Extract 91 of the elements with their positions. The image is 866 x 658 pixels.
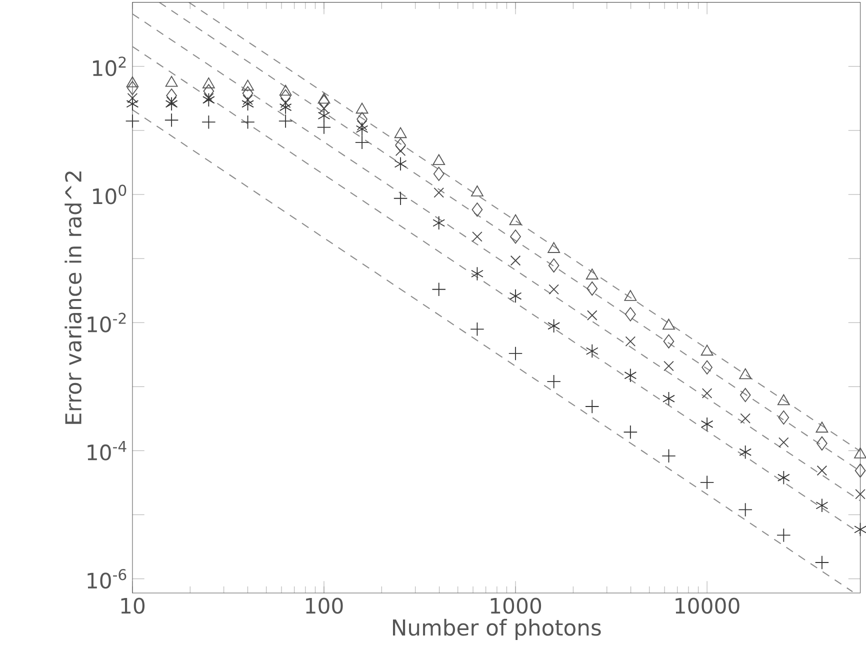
point [164, 113, 179, 128]
point [471, 266, 484, 281]
point [471, 186, 484, 197]
point [354, 136, 370, 150]
point [165, 96, 178, 112]
point [624, 368, 637, 383]
point [509, 289, 522, 304]
point [356, 122, 368, 136]
point [393, 191, 408, 206]
point [470, 322, 484, 336]
point [855, 489, 866, 500]
x-tick-label: 10000 [676, 598, 740, 614]
y-tick-label: 10$^{0}$ [93, 184, 126, 204]
point [854, 522, 866, 537]
y-tick-label: 10$^{-6}$ [88, 569, 126, 589]
point [126, 96, 139, 112]
point [814, 556, 830, 570]
point [316, 120, 332, 135]
point [548, 284, 559, 295]
point [816, 436, 828, 451]
point [776, 528, 791, 542]
point [434, 188, 444, 198]
point [700, 476, 714, 490]
point [702, 360, 712, 375]
point [586, 344, 598, 358]
point [778, 437, 789, 448]
point [586, 282, 598, 296]
point [548, 258, 560, 273]
point [816, 498, 828, 513]
point [318, 94, 330, 110]
point [854, 464, 866, 478]
point [624, 290, 637, 302]
point [739, 445, 752, 460]
point [318, 108, 330, 123]
point [127, 93, 138, 104]
point [664, 361, 674, 372]
point [662, 449, 676, 464]
point [777, 470, 790, 485]
point [738, 502, 752, 517]
point [356, 112, 368, 126]
point [510, 256, 521, 266]
point [662, 392, 675, 406]
point [623, 425, 638, 440]
point [702, 388, 712, 399]
point [433, 166, 444, 182]
x-tick-label: 10 [121, 598, 145, 614]
point [472, 232, 482, 242]
point [202, 78, 215, 89]
point [740, 388, 751, 402]
point [394, 157, 407, 172]
y-axis-title: Error variance in rad^2 [64, 172, 82, 424]
point [203, 84, 214, 98]
point [548, 318, 560, 334]
point [816, 466, 828, 476]
point [625, 336, 636, 347]
point [125, 114, 140, 128]
point [242, 96, 254, 112]
point [700, 417, 714, 432]
point [202, 92, 215, 108]
point [510, 230, 521, 244]
point [356, 120, 368, 131]
point [585, 400, 600, 414]
point [166, 96, 177, 108]
point [280, 89, 291, 104]
point [280, 98, 291, 108]
point [395, 146, 406, 156]
point [279, 100, 292, 115]
y-tick-label: 10$^{2}$ [93, 56, 126, 76]
point [508, 346, 523, 361]
y-tick-label: 10$^{-4}$ [88, 441, 126, 461]
point [472, 202, 483, 217]
point [625, 307, 636, 322]
point [202, 115, 216, 130]
point [432, 216, 446, 230]
point [242, 94, 253, 106]
point [546, 374, 561, 389]
y-tick-label: 10$^{-2}$ [88, 312, 126, 333]
x-tick-label: 100 [306, 598, 343, 614]
point [127, 81, 138, 96]
point [432, 282, 446, 297]
point [395, 138, 406, 152]
point [778, 410, 790, 425]
point [740, 413, 750, 424]
point [318, 104, 330, 114]
point [240, 115, 255, 130]
x-tick-label: 1000 [490, 598, 542, 614]
point [166, 88, 177, 103]
point [278, 114, 293, 128]
x-axis-title: Number of photons [392, 619, 601, 640]
point [586, 310, 598, 321]
point [663, 334, 674, 349]
